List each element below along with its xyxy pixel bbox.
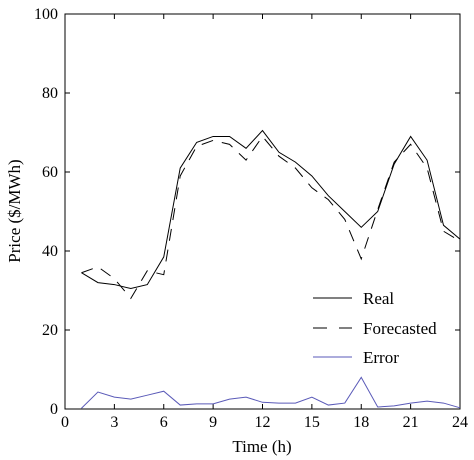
x-tick-label: 3 bbox=[110, 414, 118, 431]
y-tick-label: 40 bbox=[42, 243, 58, 260]
legend-label-forecasted: Forecasted bbox=[363, 319, 437, 338]
x-tick-label: 15 bbox=[304, 414, 320, 431]
x-tick-label: 24 bbox=[452, 414, 468, 431]
x-tick-label: 12 bbox=[255, 414, 271, 431]
series-line-forecasted bbox=[81, 135, 461, 300]
legend-label-error: Error bbox=[363, 348, 399, 367]
y-tick-label: 0 bbox=[50, 401, 58, 418]
series-line-error bbox=[81, 376, 461, 409]
x-tick-label: 18 bbox=[353, 414, 369, 431]
series-layer bbox=[81, 129, 461, 409]
x-tick-label: 0 bbox=[61, 414, 69, 431]
y-tick-label: 20 bbox=[42, 322, 58, 339]
y-tick-label: 60 bbox=[42, 164, 58, 181]
plot-area bbox=[64, 13, 461, 410]
x-tick-label: 9 bbox=[209, 414, 217, 431]
axis-tick-labels: 0 3 6 9 12 15 18 21 24 0 20 40 60 80 100 bbox=[34, 6, 468, 431]
y-tick-label: 100 bbox=[34, 6, 58, 23]
legend: Real Forecasted Error bbox=[313, 289, 437, 367]
x-axis-label: Time (h) bbox=[232, 437, 291, 456]
y-tick-label: 80 bbox=[42, 85, 58, 102]
x-tick-label: 6 bbox=[160, 414, 168, 431]
x-tick-label: 21 bbox=[403, 414, 419, 431]
y-axis-label: Price ($/MWh) bbox=[5, 159, 24, 262]
legend-label-real: Real bbox=[363, 289, 394, 308]
axis-ticks bbox=[64, 13, 461, 410]
